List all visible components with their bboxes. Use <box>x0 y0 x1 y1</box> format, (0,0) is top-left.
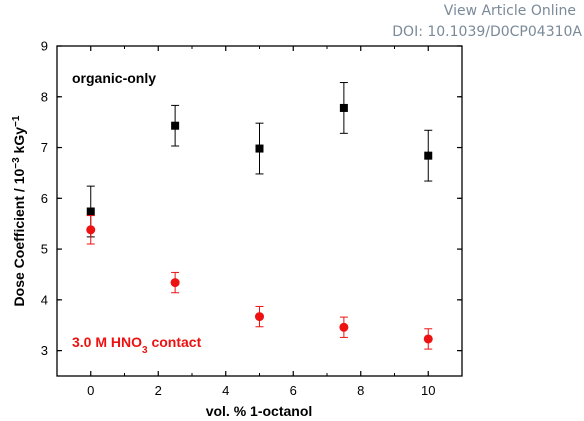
data-point <box>170 278 180 288</box>
y-axis-label: Dose Coefficient / 10−3 kGy−1 <box>11 115 28 306</box>
data-point <box>424 151 433 160</box>
doi-link[interactable]: DOI: 10.1039/D0CP04310A <box>392 24 582 40</box>
y-tick-label: 5 <box>41 242 48 257</box>
series-label-hno3-contact: 3.0 M HNO3 contact <box>72 334 202 356</box>
view-article-online-link[interactable]: View Article Online <box>443 3 576 19</box>
y-tick-label: 6 <box>41 191 48 206</box>
series-0 <box>86 82 433 238</box>
data-point <box>255 144 264 153</box>
series-label-organic-only: organic-only <box>72 70 156 86</box>
y-tick-label: 7 <box>41 140 48 155</box>
y-tick-label: 9 <box>41 39 48 54</box>
data-point <box>339 103 348 112</box>
y-tick-label: 3 <box>41 343 48 358</box>
x-tick-label: 6 <box>290 383 297 398</box>
series-1 <box>86 215 433 350</box>
data-point <box>86 207 95 216</box>
x-tick-label: 0 <box>87 383 94 398</box>
data-point <box>255 312 264 322</box>
data-point <box>339 322 349 332</box>
x-tick-label: 2 <box>155 383 162 398</box>
data-point <box>171 121 180 130</box>
x-tick-label: 8 <box>357 383 364 398</box>
data-point <box>423 334 433 344</box>
x-tick-label: 10 <box>421 383 435 398</box>
y-tick-label: 8 <box>41 89 48 104</box>
x-tick-label: 4 <box>222 383 229 398</box>
y-tick-label: 4 <box>41 292 48 307</box>
x-axis-label: vol. % 1-octanol <box>206 403 313 419</box>
data-point <box>86 225 96 235</box>
